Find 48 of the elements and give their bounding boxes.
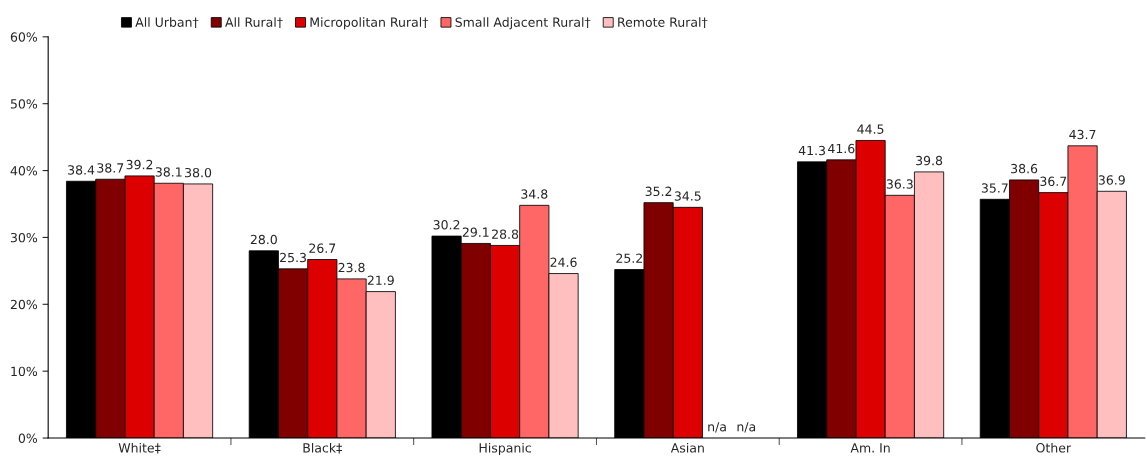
data-label: 24.6 (550, 257, 577, 267)
data-label: 26.7 (309, 243, 336, 253)
data-label: 35.2 (645, 186, 672, 197)
data-label: 38.1 (155, 167, 182, 177)
data-label: 38.7 (97, 163, 124, 173)
data-label: 28.8 (492, 229, 519, 239)
x-tick-label: Black‡ (303, 442, 342, 454)
data-label: 36.3 (886, 179, 913, 189)
data-label: 41.3 (798, 145, 826, 156)
text: n/a (708, 422, 726, 433)
data-label: 38.6 (1011, 163, 1038, 174)
y-tick-label: 30% (10, 232, 38, 243)
data-label: 34.8 (521, 189, 548, 199)
x-tick-label: Other (1036, 442, 1072, 453)
data-label: 23.8 (338, 262, 365, 273)
data-label: 34.5 (674, 191, 701, 201)
data-label: 30.2 (433, 220, 460, 230)
x-tick-label: White‡ (118, 442, 161, 454)
data-label: 38.4 (68, 165, 95, 175)
y-tick-label: 20% (10, 299, 38, 310)
legend-label: All Rural† (225, 17, 283, 28)
data-label: 25.3 (280, 252, 306, 263)
data-label: 36.7 (1040, 176, 1067, 187)
y-tick-label: 60% (10, 32, 38, 42)
text: n/a (737, 422, 756, 433)
data-label: 41.6 (828, 143, 855, 154)
y-tick-label: 50% (10, 99, 38, 109)
x-tick-label: Hispanic (479, 442, 531, 455)
data-label: 25.2 (616, 253, 642, 263)
legend-label: Small Adjacent Rural† (455, 17, 591, 30)
data-label: 43.7 (1069, 129, 1096, 140)
data-label: 29.1 (462, 227, 489, 237)
data-label: 21.9 (367, 275, 394, 285)
y-tick-label: 0% (18, 433, 38, 443)
y-tick-label: 40% (10, 166, 38, 176)
data-label: 39.8 (916, 155, 943, 166)
data-label: 39.2 (126, 159, 153, 170)
legend-label: All Urban† (135, 17, 199, 28)
legend-label: Micropolitan Rural† (310, 17, 429, 30)
data-label: 38.0 (185, 167, 212, 178)
legend-label: Remote Rural† (618, 17, 708, 28)
x-tick-label: Am. In (850, 443, 890, 453)
y-tick-label: 10% (11, 366, 38, 377)
data-label: 35.7 (981, 183, 1008, 193)
data-label: 36.9 (1098, 175, 1125, 185)
data-label: 44.5 (857, 124, 884, 134)
x-tick-label: Asian (670, 442, 704, 453)
data-label: 28.0 (250, 234, 277, 245)
